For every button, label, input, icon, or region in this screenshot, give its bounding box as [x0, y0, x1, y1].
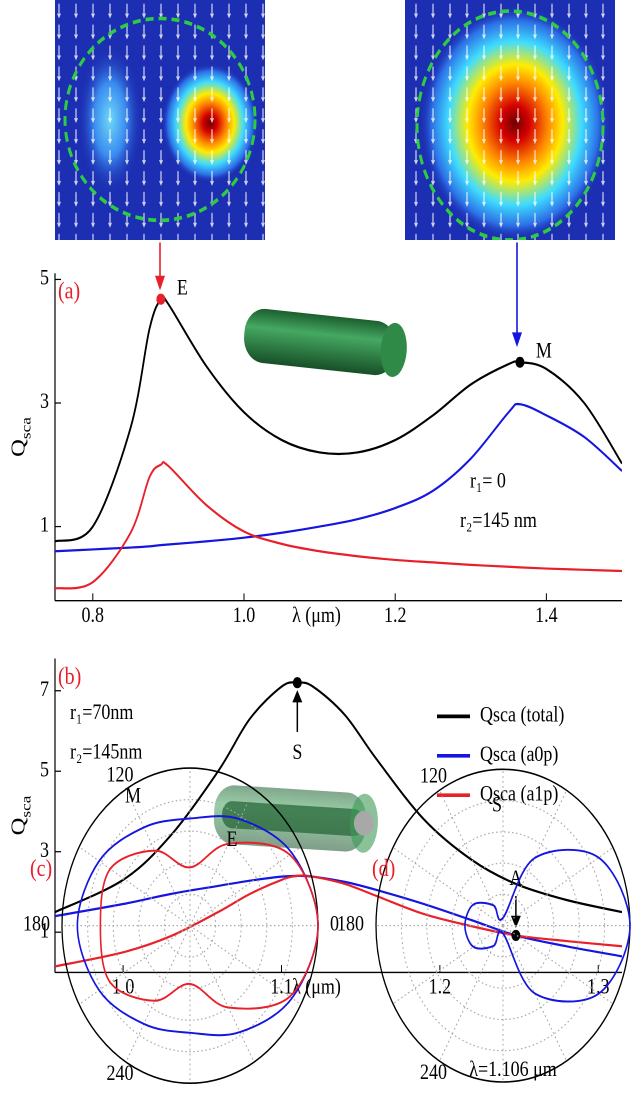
- theta-grid-line: [502, 789, 567, 926]
- theta-grid-line: [439, 789, 504, 926]
- legend-label: Qsca (total): [480, 703, 564, 727]
- theta-grid-line: [189, 925, 255, 1063]
- polar-curve: [76, 815, 319, 1037]
- y-tick-label: 5: [40, 266, 49, 290]
- marker-label: M: [536, 339, 552, 363]
- r-grid-circle: [451, 862, 555, 989]
- theta-grid-line: [439, 925, 504, 1062]
- curve-label: M: [125, 784, 141, 808]
- y-tick-label: 5: [40, 758, 49, 782]
- curve-label: E: [227, 827, 238, 851]
- theta-grid-line: [125, 925, 191, 1063]
- theta-tick-label: 120: [107, 763, 134, 787]
- marker-label: E: [177, 276, 188, 300]
- polar-curve: [464, 848, 631, 1003]
- marker-point: [515, 356, 525, 368]
- r-grid-circle: [138, 862, 242, 990]
- theta-grid-line: [189, 846, 302, 927]
- x-tick-label: 1.0: [112, 975, 134, 999]
- panel-label: (a): [58, 277, 80, 304]
- field-map-e: [55, 0, 265, 241]
- r-grid-circle: [163, 893, 217, 958]
- polar-panel: 1201800240Sλ=1.106 μm(d): [337, 764, 631, 1084]
- x-tick-label: 1.2: [429, 975, 451, 999]
- marker-point: [292, 677, 302, 689]
- field-map-m: [405, 0, 615, 241]
- theta-grid-line: [502, 925, 614, 1005]
- x-tick-label: 1.2: [384, 603, 406, 627]
- y-tick-label: 1: [40, 513, 49, 537]
- annotation: r₂=145 nm: [460, 508, 537, 532]
- marker-point: [156, 293, 166, 305]
- y-tick-label: 3: [40, 838, 49, 862]
- line-panel: 0.8 1.0 1.2 1.4 1 3 5 λ (μm) Qsca (a) E Mr₁= 0 r₂=14…: [7, 266, 622, 627]
- theta-grid-line: [78, 925, 191, 1005]
- y-axis-label: Qsca: [7, 796, 35, 836]
- x-tick-label: 1.3: [587, 975, 609, 999]
- x-tick-label: 1.0: [233, 603, 255, 627]
- polar-panel: 120 180 0 240 M E (c): [23, 763, 339, 1086]
- legend-label: Qsca (a0p): [480, 742, 558, 766]
- series-line: [55, 681, 622, 914]
- solid-cylinder: [244, 308, 407, 377]
- panel-label: (c): [30, 854, 52, 881]
- x-tick-label: 0.8: [82, 603, 104, 627]
- theta-tick-label: 180: [23, 912, 50, 936]
- arrow-head: [510, 915, 521, 929]
- curve-label: S: [492, 793, 502, 817]
- r-grid-circle: [400, 799, 606, 1052]
- arrow-head: [292, 690, 303, 703]
- theta-grid-line: [502, 925, 567, 1062]
- marker-point: [511, 929, 521, 941]
- panel-label: (d): [372, 854, 395, 881]
- y-label-main: Q: [7, 818, 29, 836]
- theta-grid-line: [78, 846, 191, 927]
- panel-label: (b): [58, 662, 81, 689]
- annotation: r₁=70nm: [70, 700, 134, 724]
- theta-tick-label: 240: [420, 1060, 447, 1084]
- series-line: [55, 461, 622, 590]
- y-tick-label: 7: [40, 677, 49, 701]
- theta-tick-label: 0: [330, 912, 339, 936]
- theta-tick-label: 180: [337, 912, 364, 936]
- x-tick-label: 1.1: [270, 975, 292, 999]
- theta-grid-line: [125, 788, 191, 926]
- theta-tick-label: 120: [420, 764, 447, 788]
- pointer-arrows: [155, 242, 522, 348]
- y-axis-label: Qsca: [7, 417, 35, 457]
- theta-tick-label: 240: [107, 1061, 134, 1085]
- y-label-sub: sca: [19, 417, 34, 439]
- theta-grid-line: [189, 925, 302, 1005]
- marker-label: S: [292, 741, 302, 765]
- x-tick-label: 1.4: [535, 603, 557, 627]
- y-label-main: Q: [7, 439, 29, 457]
- y-tick-label: 3: [40, 389, 49, 413]
- y-label-sub: sca: [19, 796, 34, 818]
- theta-grid-line: [392, 925, 504, 1005]
- y-tick-label: 1: [40, 919, 49, 943]
- annotation: λ=1.106 μm: [469, 1057, 557, 1081]
- marker-label: A: [509, 866, 522, 890]
- annotation: r₂=145nm: [70, 740, 143, 764]
- annotation: r₁= 0: [470, 469, 506, 493]
- x-axis-label: λ (μm): [292, 603, 341, 627]
- polar-curve: [99, 841, 319, 1010]
- theta-grid-line: [392, 846, 504, 927]
- series-line: [55, 402, 622, 553]
- theta-grid-line: [502, 846, 614, 927]
